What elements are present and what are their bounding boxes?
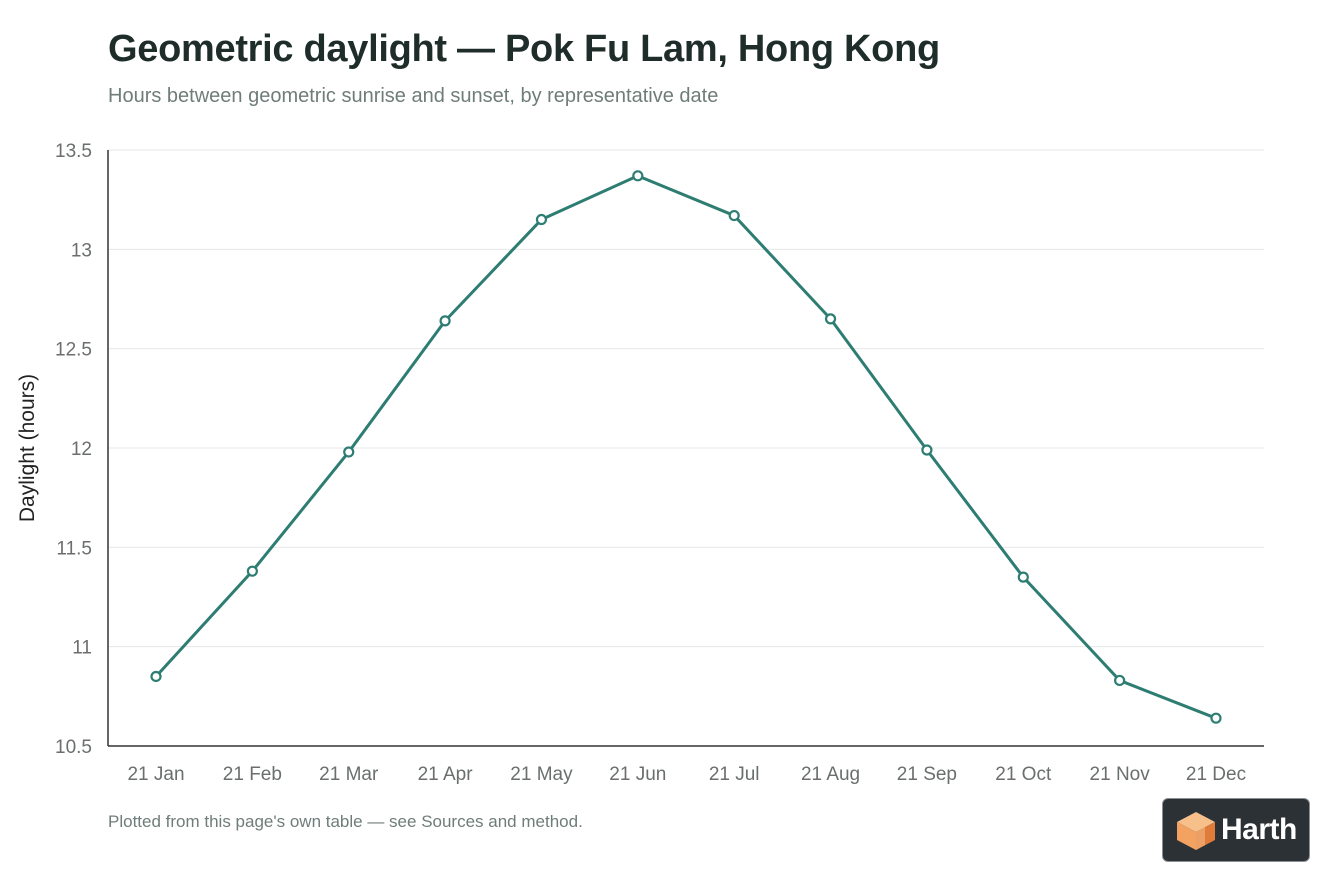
data-point-21-sep [921, 444, 933, 456]
x-tick-label: 21 Dec [1186, 764, 1246, 785]
y-tick-label: 13.5 [55, 141, 92, 162]
data-point-21-nov [1114, 674, 1126, 687]
y-axis-title: Daylight (hours) [16, 374, 39, 522]
harth-cube-logo-icon [1175, 810, 1217, 857]
x-tick-label: 21 Oct [995, 764, 1052, 785]
x-tick-label: 21 Jul [709, 764, 760, 785]
data-point-21-jan [150, 670, 162, 683]
series-line [154, 174, 1218, 720]
x-tick-label: 21 Aug [801, 764, 860, 785]
x-tick-label: 21 Nov [1090, 764, 1151, 785]
y-tick-label: 11 [72, 638, 92, 659]
x-tick-label: 21 Jan [127, 764, 184, 785]
y-tick-label: 13 [71, 240, 92, 261]
data-point-21-jul [728, 209, 740, 222]
y-tick-label: 12 [71, 439, 92, 460]
chart-subtitle: Hours between geometric sunrise and suns… [108, 85, 719, 107]
y-tick-label: 10.5 [55, 737, 92, 758]
data-point-21-apr [439, 315, 451, 327]
x-tick-label: 21 Sep [897, 764, 957, 785]
chart-title: Geometric daylight — Pok Fu Lam, Hong Ko… [108, 28, 940, 70]
data-point-21-jun [632, 170, 644, 182]
data-point-21-feb [246, 565, 258, 577]
x-tick-label: 21 Mar [319, 764, 379, 785]
harth-badge[interactable]: Harth [1162, 798, 1310, 862]
x-tick-label: 21 Feb [223, 764, 282, 785]
data-point-21-mar [343, 446, 355, 458]
data-point-21-aug [824, 313, 837, 325]
y-tick-label: 12.5 [55, 340, 92, 361]
x-tick-label: 21 Jun [609, 764, 666, 785]
footnote: Plotted from this page's own table — see… [108, 812, 583, 831]
badge-label: Harth [1221, 813, 1297, 846]
x-tick-label: 21 Apr [418, 764, 474, 785]
data-point-21-dec [1210, 712, 1222, 724]
y-tick-label: 11.5 [56, 538, 92, 559]
x-tick-label: 21 May [510, 764, 573, 785]
data-point-21-may [535, 213, 548, 226]
data-point-21-oct [1017, 571, 1029, 583]
